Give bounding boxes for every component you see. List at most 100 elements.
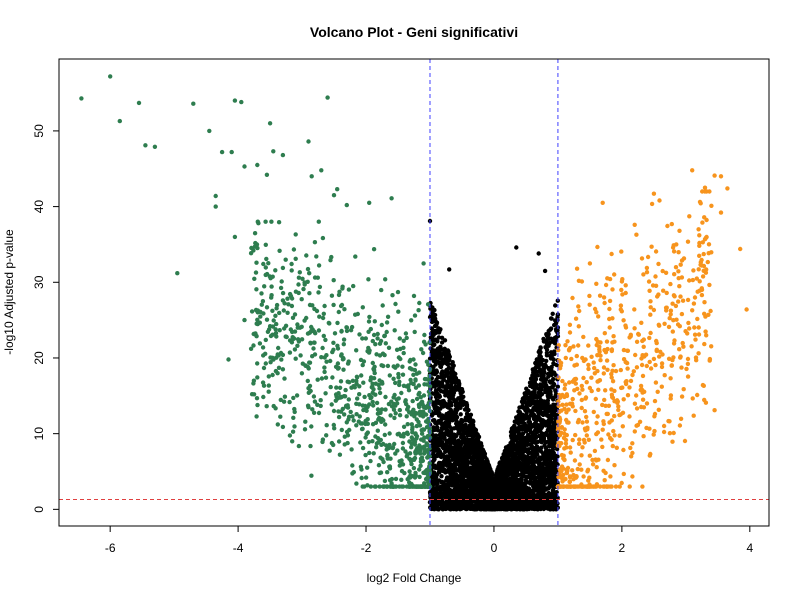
ns-gene-point (461, 453, 466, 459)
down-gene-point (280, 290, 286, 296)
ns-gene-point (541, 370, 547, 376)
down-gene-point (258, 314, 263, 319)
ns-gene-point (526, 460, 532, 465)
ns-gene-point (544, 341, 550, 346)
down-gene-point (400, 446, 406, 451)
ns-gene-point (511, 455, 517, 461)
ns-gene-point (438, 451, 443, 456)
ns-gene-point (441, 505, 447, 510)
ns-gene-point (536, 251, 541, 256)
down-gene-point (376, 417, 381, 422)
down-gene-point (260, 345, 266, 350)
ns-gene-point (450, 410, 455, 415)
down-gene-point (393, 301, 398, 307)
ns-gene-point (464, 500, 469, 505)
down-gene-point (343, 387, 348, 393)
ns-gene-point (520, 431, 526, 436)
down-gene-point (354, 481, 359, 486)
down-gene-point (346, 287, 352, 292)
down-gene-point (378, 338, 384, 344)
ns-gene-point (433, 420, 438, 426)
down-gene-point (403, 331, 409, 336)
ns-gene-point (528, 412, 534, 417)
down-gene-point (392, 328, 397, 333)
ns-gene-point (437, 355, 443, 361)
ns-gene-point (523, 459, 528, 464)
down-gene-point (263, 337, 268, 343)
down-gene-point (372, 319, 377, 324)
down-gene-point (366, 329, 371, 334)
ns-gene-point (535, 439, 541, 444)
ns-gene-point (510, 428, 515, 434)
ns-gene-point (529, 506, 534, 511)
down-gene-point (396, 371, 401, 377)
down-gene-point (297, 270, 302, 275)
down-gene-point (275, 352, 280, 357)
down-gene-point (289, 303, 295, 309)
down-gene-point (316, 219, 321, 224)
down-gene-point (261, 394, 266, 400)
ns-gene-point (444, 356, 449, 362)
ns-gene-point (523, 423, 528, 428)
ns-gene-point (502, 499, 507, 504)
ns-gene-point (436, 420, 442, 425)
down-gene-point (269, 284, 274, 289)
ns-gene-point (449, 390, 455, 395)
down-gene-point (405, 477, 410, 482)
ns-gene-point (431, 450, 436, 456)
down-gene-point (316, 290, 321, 295)
down-gene-point (412, 414, 417, 419)
ns-gene-point (428, 491, 433, 497)
down-gene-point (287, 350, 293, 355)
ns-gene-point (433, 362, 438, 367)
down-gene-point (292, 329, 298, 334)
down-gene-point (252, 231, 258, 236)
down-gene-point (298, 353, 303, 358)
ns-gene-point (530, 497, 535, 502)
down-gene-point (316, 263, 322, 268)
down-gene-point (397, 459, 402, 464)
ns-gene-point (517, 506, 522, 511)
down-gene-point (321, 311, 326, 316)
ns-gene-point (516, 500, 522, 505)
down-gene-point (299, 297, 304, 302)
ns-gene-point (533, 485, 538, 490)
down-gene-point (274, 334, 279, 339)
down-gene-point (286, 302, 291, 307)
down-gene-point (379, 407, 385, 412)
down-gene-point (259, 291, 264, 296)
ns-gene-point (455, 498, 460, 503)
down-gene-point (304, 253, 309, 258)
ns-gene-point (476, 504, 481, 510)
down-gene-point (367, 314, 372, 320)
ns-gene-point (479, 449, 484, 455)
down-gene-point (277, 328, 282, 333)
ns-gene-point (551, 361, 556, 366)
down-gene-point (368, 484, 374, 489)
ns-gene-point (439, 479, 444, 484)
down-gene-point (295, 322, 300, 327)
down-gene-point (261, 365, 267, 371)
down-gene-point (289, 268, 294, 273)
down-gene-point (278, 414, 283, 419)
down-gene-point (268, 333, 274, 339)
ns-gene-point (541, 490, 546, 495)
ns-gene-point (469, 472, 474, 477)
ns-gene-point (535, 399, 540, 404)
ns-gene-point (431, 425, 436, 430)
ns-gene-point (505, 457, 510, 462)
down-gene-point (422, 376, 428, 382)
down-gene-point (279, 357, 284, 362)
ns-gene-point (528, 376, 534, 381)
ns-gene-point (435, 487, 440, 492)
down-gene-point (383, 394, 388, 400)
ns-gene-point (521, 483, 527, 488)
ns-gene-point (446, 433, 452, 438)
ns-gene-point (513, 484, 518, 489)
ns-gene-point (514, 245, 519, 250)
down-gene-point (314, 254, 319, 259)
down-gene-point (357, 384, 362, 389)
down-gene-point (305, 378, 310, 384)
down-gene-point (363, 435, 368, 440)
ns-gene-point (481, 487, 486, 493)
